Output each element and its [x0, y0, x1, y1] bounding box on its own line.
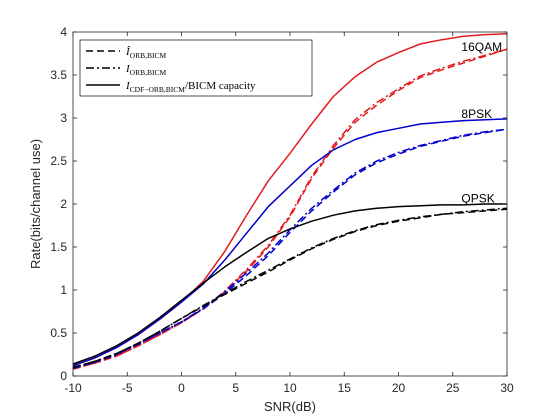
- y-tick-label: 4: [60, 25, 67, 39]
- x-tick-label: 30: [500, 381, 514, 395]
- series-labels-layer: 16QAM 8PSK QPSK: [461, 40, 502, 205]
- x-axis-label: SNR(dB): [264, 399, 316, 414]
- y-axis-label: Rate(bits/channel use): [28, 139, 43, 269]
- y-tick-label: 3: [60, 111, 67, 125]
- series-line-8psk-dashed: [72, 128, 508, 370]
- series-label-16qam: 16QAM: [461, 40, 502, 54]
- legend-entry-dashdot: IORB,BICM: [125, 63, 166, 77]
- series-line-8psk-dashdot: [72, 128, 508, 370]
- series-line-16qam-dashdot: [72, 48, 508, 370]
- x-tick-label: 20: [392, 381, 406, 395]
- x-tick-label: 25: [446, 381, 460, 395]
- y-tick-label: 3.5: [50, 68, 67, 82]
- series-line-qpsk-dashed: [72, 208, 508, 369]
- x-tick-label: 10: [283, 381, 297, 395]
- x-tick-label: 5: [232, 381, 239, 395]
- y-tick-label: 0: [60, 369, 67, 383]
- x-tick-label: 0: [178, 381, 185, 395]
- x-tick-label: -5: [122, 381, 133, 395]
- series-line-qpsk-solid: [72, 203, 507, 365]
- y-tick-label: 2: [60, 197, 67, 211]
- legend-entry-dashed: ÎORB,BICM: [125, 46, 166, 60]
- legend: ÎORB,BICM IORB,BICM ICDF−ORB,BICM/BICM cap…: [79, 39, 313, 97]
- x-tick-label: 15: [338, 381, 352, 395]
- series-label-8psk: 8PSK: [461, 107, 492, 121]
- axes-layer: -10 -5 0 5 10 15 20 25 30 0 0.5 1 1.5 2 2.5 3 3.5 4: [50, 25, 514, 395]
- x-tick-label: -10: [64, 381, 82, 395]
- legend-entry-solid: ICDF−ORB,BICM/BICM capacity: [125, 80, 256, 94]
- y-tick-label: 1: [60, 283, 67, 297]
- y-tick-label: 2.5: [50, 154, 67, 168]
- y-tick-label: 0.5: [50, 326, 67, 340]
- series-label-qpsk: QPSK: [461, 191, 494, 205]
- series-line-16qam-dashed: [72, 48, 508, 370]
- y-tick-label: 1.5: [50, 240, 67, 254]
- series-line-qpsk-dashdot: [72, 207, 508, 369]
- series-layer: [72, 32, 508, 370]
- series-line-8psk-solid: [72, 118, 508, 367]
